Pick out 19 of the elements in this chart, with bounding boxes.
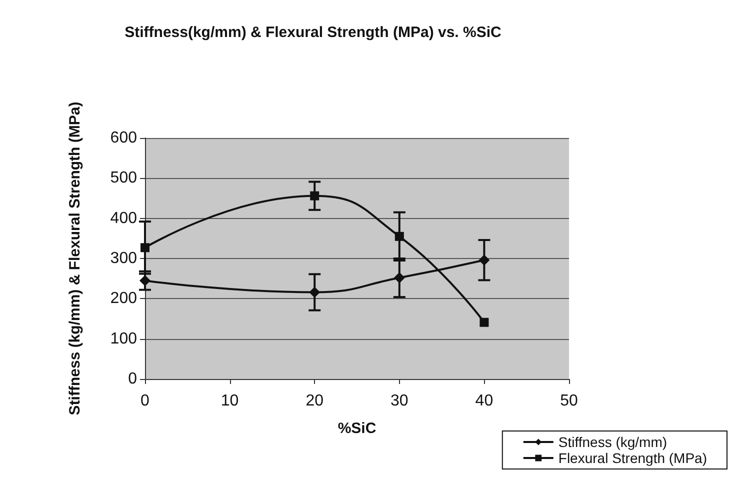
x-tick-label: 10 xyxy=(220,392,239,410)
point xyxy=(480,318,489,327)
x-axis-title: %SiC xyxy=(338,420,376,437)
legend-label: Flexural Strength (MPa) xyxy=(558,450,708,466)
y-axis-title: Stiffness (kg/mm) & Flexural Strength (MPa) xyxy=(66,102,84,416)
x-tick-label: 20 xyxy=(306,392,324,410)
y-tick-label: 200 xyxy=(110,290,138,308)
y-tick-label: 600 xyxy=(110,130,138,146)
x-tick-label: 50 xyxy=(560,392,578,410)
y-tick-label: 100 xyxy=(110,330,138,348)
y-tick-label: 500 xyxy=(110,170,138,187)
legend-label: Stiffness (kg/mm) xyxy=(558,434,668,450)
y-tick-label: 300 xyxy=(110,250,138,267)
x-tick-label: 40 xyxy=(475,392,494,410)
x-tick-label: 0 xyxy=(140,392,150,410)
chart-title: Stiffness(kg/mm) & Flexural Strength (MPa) vs. %SiC xyxy=(124,24,502,41)
x-tick-label: 30 xyxy=(390,392,408,410)
y-tick-label: 400 xyxy=(110,210,138,227)
y-tick-label: 0 xyxy=(128,370,138,388)
